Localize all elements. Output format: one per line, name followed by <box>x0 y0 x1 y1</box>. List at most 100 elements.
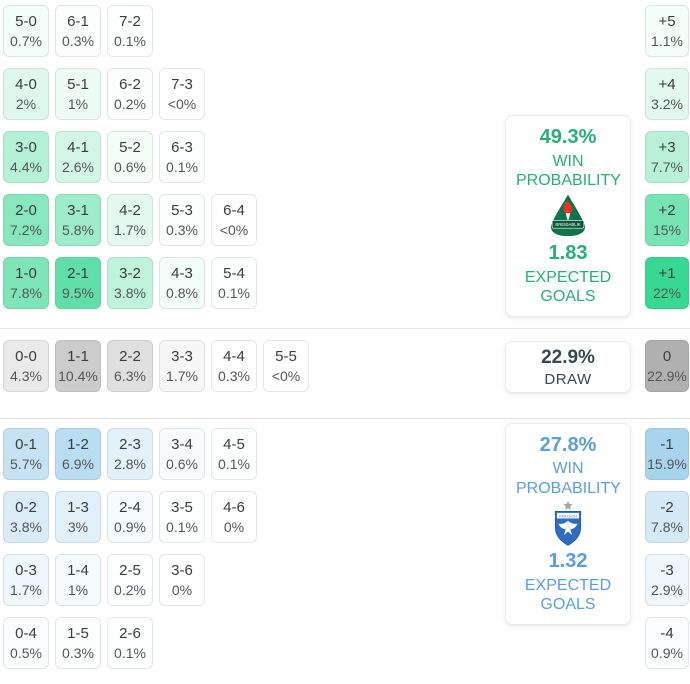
probability-label: 4.4% <box>10 158 42 175</box>
probability-label: 4.3% <box>10 367 42 384</box>
score-label: 4-5 <box>223 435 245 453</box>
separator-draw-away <box>0 418 690 419</box>
probability-label: 5.8% <box>62 221 94 238</box>
score-label: 3-5 <box>171 498 193 516</box>
score-label: +3 <box>658 138 676 156</box>
score-label: -2 <box>660 498 674 516</box>
draw-score-cell-5-5: 5-5 <0% <box>263 340 309 392</box>
away-score-cell-1-5: 1-5 0.3% <box>55 617 101 669</box>
score-label: 2-3 <box>119 435 141 453</box>
away-score-cell-1-3: 1-3 3% <box>55 491 101 543</box>
score-label: 2-6 <box>119 624 141 642</box>
score-label: -3 <box>660 561 674 579</box>
probability-label: 0.6% <box>114 158 146 175</box>
probability-label: 1.7% <box>10 581 42 598</box>
score-label: 6-1 <box>67 12 89 30</box>
score-label: 1-2 <box>67 435 89 453</box>
probability-label: 0.3% <box>166 221 198 238</box>
away-win-panel: 27.8% WIN PROBABILITY KKS LECH 1.32 EXPE… <box>505 423 631 625</box>
score-label: 6-3 <box>171 138 193 156</box>
probability-label: 0.7% <box>10 32 42 49</box>
draw-panel: 22.9% DRAW <box>505 341 631 393</box>
draw-score-cell-1-1: 1-1 10.4% <box>55 340 101 392</box>
home-score-cell-5-4: 5-4 0.1% <box>211 257 257 309</box>
probability-label: 0% <box>223 518 245 535</box>
home-score-cell-5-0: 5-0 0.7% <box>3 5 49 57</box>
breidablik-logo: BREIÐABLIK <box>551 194 585 237</box>
probability-label: 0.3% <box>218 367 250 384</box>
margin-cell--2: -2 7.8% <box>645 491 689 543</box>
away-score-cell-0-1: 0-1 5.7% <box>3 428 49 480</box>
draw-score-cell-3-3: 3-3 1.7% <box>159 340 205 392</box>
probability-label: 0.1% <box>166 518 198 535</box>
probability-label: 0% <box>171 581 193 598</box>
probability-label: <0% <box>271 367 301 384</box>
probability-label: 10.4% <box>58 367 98 384</box>
draw-score-cell-4-4: 4-4 0.3% <box>211 340 257 392</box>
score-label: 5-2 <box>119 138 141 156</box>
away-score-cell-1-4: 1-4 1% <box>55 554 101 606</box>
home-score-cell-3-2: 3-2 3.8% <box>107 257 153 309</box>
score-label: 2-1 <box>67 264 89 282</box>
probability-label: 0.9% <box>651 644 683 661</box>
draw-score-cell-0-0: 0-0 4.3% <box>3 340 49 392</box>
probability-label: 7.2% <box>10 221 42 238</box>
probability-label: 2.6% <box>62 158 94 175</box>
score-label: 4-1 <box>67 138 89 156</box>
margin-cell-0: 0 22.9% <box>645 340 689 392</box>
away-score-cell-2-6: 2-6 0.1% <box>107 617 153 669</box>
score-label: 5-3 <box>171 201 193 219</box>
score-label: +1 <box>658 264 676 282</box>
score-label: 5-4 <box>223 264 245 282</box>
probability-label: 1.7% <box>114 221 146 238</box>
score-label: 0-0 <box>15 347 37 365</box>
home-score-cell-5-1: 5-1 1% <box>55 68 101 120</box>
probability-label: 0.9% <box>114 518 146 535</box>
away-score-cell-2-4: 2-4 0.9% <box>107 491 153 543</box>
score-label: 4-6 <box>223 498 245 516</box>
margin-cell--3: -3 2.9% <box>645 554 689 606</box>
score-label: +5 <box>658 12 676 30</box>
probability-label: 7.7% <box>651 158 683 175</box>
score-label: -4 <box>660 624 674 642</box>
score-label: 5-5 <box>275 347 297 365</box>
away-score-cell-2-5: 2-5 0.2% <box>107 554 153 606</box>
score-label: -1 <box>660 435 674 453</box>
score-label: 5-0 <box>15 12 37 30</box>
away-expected-goals-value: 1.32 <box>548 550 588 573</box>
home-win-probability-label: WIN PROBABILITY <box>516 152 621 189</box>
probability-label: 2.8% <box>114 455 146 472</box>
probability-label: <0% <box>219 221 249 238</box>
probability-label: 9.5% <box>62 284 94 301</box>
margin-cell-+1: +1 22% <box>645 257 689 309</box>
home-score-cell-4-1: 4-1 2.6% <box>55 131 101 183</box>
margin-cell-+3: +3 7.7% <box>645 131 689 183</box>
away-score-cell-0-3: 0-3 1.7% <box>3 554 49 606</box>
separator-home-draw <box>0 328 690 329</box>
probability-label: 22.9% <box>647 367 687 384</box>
home-score-cell-3-0: 3-0 4.4% <box>3 131 49 183</box>
probability-label: 0.3% <box>62 32 94 49</box>
draw-score-cell-2-2: 2-2 6.3% <box>107 340 153 392</box>
score-label: 5-1 <box>67 75 89 93</box>
probability-label: 0.6% <box>166 455 198 472</box>
probability-label: 0.1% <box>218 455 250 472</box>
away-score-cell-1-2: 1-2 6.9% <box>55 428 101 480</box>
home-expected-goals-value: 1.83 <box>548 241 588 264</box>
probability-label: 15% <box>652 221 682 238</box>
score-label: 3-0 <box>15 138 37 156</box>
away-score-cell-0-4: 0-4 0.5% <box>3 617 49 669</box>
probability-label: 6.3% <box>114 367 146 384</box>
away-team-name: KKS LECH <box>559 514 577 518</box>
score-label: 2-4 <box>119 498 141 516</box>
probability-label: 3.8% <box>114 284 146 301</box>
away-win-probability-value: 27.8% <box>539 434 597 456</box>
probability-label: 0.8% <box>166 284 198 301</box>
home-score-cell-3-1: 3-1 5.8% <box>55 194 101 246</box>
probability-label: 7.8% <box>651 518 683 535</box>
score-label: 0-3 <box>15 561 37 579</box>
away-score-cell-4-6: 4-6 0% <box>211 491 257 543</box>
margin-cell--4: -4 0.9% <box>645 617 689 669</box>
home-score-cell-2-1: 2-1 9.5% <box>55 257 101 309</box>
